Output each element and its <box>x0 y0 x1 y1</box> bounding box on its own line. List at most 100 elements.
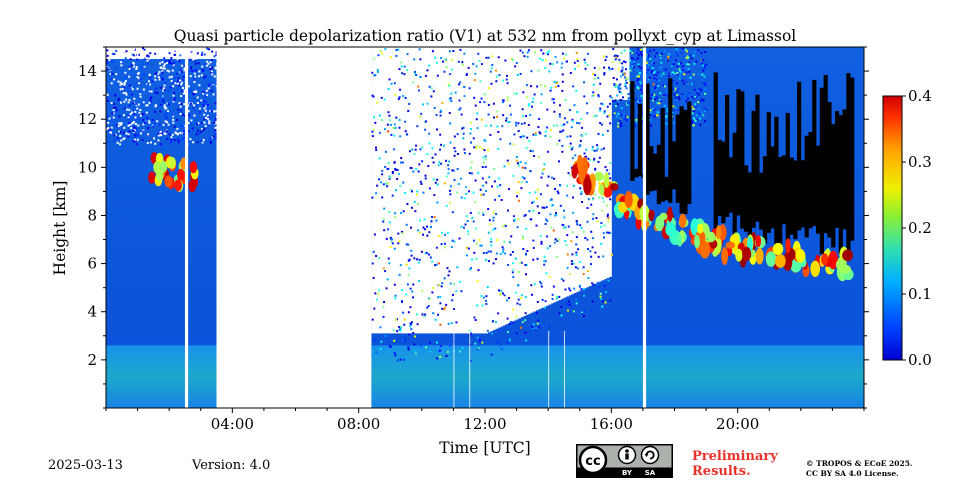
noise-speck <box>482 251 485 254</box>
noise-speck <box>174 97 177 100</box>
noise-speck <box>509 253 512 256</box>
noise-speck <box>624 115 627 118</box>
noise-speck <box>209 141 212 144</box>
noise-speck <box>435 61 438 64</box>
noise-speck <box>531 100 534 103</box>
noise-speck <box>388 114 391 117</box>
noise-region <box>459 47 463 334</box>
noise-speck <box>566 184 569 187</box>
low-snr-region <box>736 89 741 216</box>
noise-speck <box>704 87 707 90</box>
noise-speck <box>641 97 644 100</box>
colorbar-axis: 0.00.10.20.30.4 <box>902 87 932 369</box>
noise-speck <box>553 241 556 244</box>
noise-speck <box>701 78 704 81</box>
noise-speck <box>207 103 210 106</box>
noise-speck <box>612 48 615 51</box>
noise-speck <box>483 93 486 96</box>
noise-speck <box>161 71 164 74</box>
noise-speck <box>445 59 448 62</box>
noise-speck <box>159 62 162 65</box>
noise-speck <box>180 124 183 127</box>
noise-speck <box>571 120 574 123</box>
noise-speck <box>692 108 695 111</box>
noise-speck <box>517 122 520 125</box>
noise-speck <box>587 52 590 55</box>
noise-speck <box>164 133 167 136</box>
noise-speck <box>376 298 379 301</box>
noise-speck <box>672 105 675 108</box>
noise-speck <box>394 294 397 297</box>
noise-speck <box>415 168 418 171</box>
boundary-layer <box>371 345 864 408</box>
noise-speck <box>373 57 376 60</box>
noise-speck <box>650 87 653 90</box>
noise-speck <box>203 55 206 58</box>
noise-speck <box>586 64 589 67</box>
noise-region <box>507 47 511 323</box>
noise-region <box>608 47 612 277</box>
noise-speck <box>604 291 607 294</box>
noise-speck <box>570 260 573 263</box>
noise-speck <box>635 120 638 123</box>
noise-speck <box>166 110 169 113</box>
noise-speck <box>508 323 511 326</box>
noise-speck <box>605 204 608 207</box>
noise-speck <box>460 290 463 293</box>
noise-speck <box>128 130 131 133</box>
noise-speck <box>475 118 478 121</box>
noise-speck <box>690 57 693 60</box>
noise-speck <box>673 121 676 124</box>
cc-license-badge[interactable]: cc BY SA <box>576 444 673 478</box>
noise-speck <box>384 48 387 51</box>
noise-speck <box>487 250 490 253</box>
noise-speck <box>575 89 578 92</box>
noise-speck <box>423 343 426 346</box>
noise-speck <box>561 124 564 127</box>
noise-speck <box>705 63 708 66</box>
noise-speck <box>566 121 569 124</box>
noise-speck <box>413 257 416 260</box>
noise-speck <box>573 61 576 64</box>
noise-speck <box>640 95 643 98</box>
noise-speck <box>584 133 587 136</box>
noise-speck <box>208 139 211 142</box>
noise-speck <box>623 117 626 120</box>
noise-speck <box>505 74 508 77</box>
noise-speck <box>123 107 126 110</box>
noise-speck <box>422 226 425 229</box>
noise-speck <box>540 242 543 245</box>
noise-speck <box>157 76 160 79</box>
noise-region <box>464 47 468 334</box>
noise-speck <box>676 72 679 75</box>
noise-speck <box>511 322 514 325</box>
noise-speck <box>205 113 208 116</box>
noise-speck <box>132 102 135 105</box>
noise-speck <box>691 83 694 86</box>
noise-speck <box>402 210 405 213</box>
noise-speck <box>154 105 157 108</box>
noise-speck <box>380 52 383 55</box>
noise-speck <box>406 133 409 136</box>
noise-speck <box>435 341 438 344</box>
noise-speck <box>524 319 527 322</box>
noise-speck <box>549 213 552 216</box>
noise-speck <box>495 213 498 216</box>
noise-speck <box>532 246 535 249</box>
noise-speck <box>458 99 461 102</box>
noise-speck <box>443 233 446 236</box>
noise-speck <box>586 238 589 241</box>
noise-speck <box>603 66 606 69</box>
noise-speck <box>180 83 183 86</box>
cloud-cell <box>571 164 578 179</box>
noise-speck <box>162 123 165 126</box>
low-snr-region <box>762 156 768 244</box>
noise-region <box>411 47 415 334</box>
noise-speck <box>209 136 212 139</box>
noise-speck <box>672 61 675 64</box>
noise-speck <box>515 315 518 318</box>
noise-region <box>477 47 481 334</box>
noise-speck <box>142 123 145 126</box>
noise-speck <box>609 232 612 235</box>
noise-speck <box>136 58 139 61</box>
